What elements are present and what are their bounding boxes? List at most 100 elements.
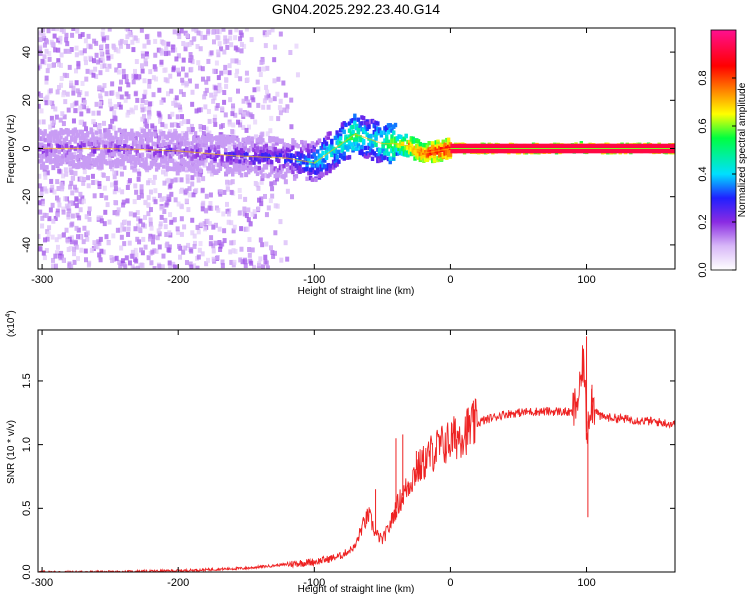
ridge-pixel: [215, 141, 219, 146]
ridge-pixel: [285, 168, 290, 174]
noise-pixel: [97, 125, 102, 131]
ridge-pixel: [425, 144, 430, 149]
noise-pixel: [190, 230, 195, 236]
ridge-pixel: [142, 129, 146, 134]
ridge-pixel: [269, 150, 274, 156]
ridge-pixel: [278, 139, 283, 145]
ridge-pixel: [372, 123, 376, 129]
ridge-pixel: [151, 153, 155, 158]
ridge-pixel: [315, 149, 320, 154]
ridge-pixel: [121, 131, 125, 137]
ridge-pixel: [197, 161, 201, 167]
ridge-pixel: [142, 164, 146, 169]
ridge-pixel: [446, 137, 451, 142]
noise-pixel: [115, 227, 120, 233]
noise-pixel: [58, 255, 63, 261]
noise-pixel: [54, 114, 59, 120]
noise-pixel: [58, 117, 63, 123]
noise-pixel: [55, 28, 60, 32]
noise-pixel: [140, 98, 145, 104]
ridge-pixel: [128, 155, 132, 160]
noise-pixel: [185, 42, 190, 48]
noise-pixel: [157, 244, 162, 250]
ridge-pixel: [93, 136, 97, 142]
ridge-pixel: [213, 169, 217, 174]
noise-pixel: [113, 180, 118, 186]
ridge-pixel: [70, 145, 74, 150]
noise-pixel: [174, 95, 179, 101]
ridge-pixel: [48, 131, 53, 136]
ridge-pixel: [231, 138, 235, 143]
ridge-pixel: [264, 165, 269, 170]
ridge-pixel: [144, 165, 148, 171]
ridge-pixel: [124, 138, 129, 143]
ridge-pixel: [183, 138, 187, 143]
ridge-pixel: [330, 143, 334, 148]
ridge-pixel: [386, 130, 391, 135]
ridge-pixel: [441, 153, 446, 159]
noise-pixel: [126, 82, 131, 88]
noise-pixel: [156, 110, 161, 116]
noise-pixel: [113, 186, 118, 192]
noise-pixel: [189, 66, 194, 72]
noise-pixel: [243, 196, 248, 202]
noise-pixel: [219, 124, 224, 130]
noise-pixel: [211, 256, 216, 262]
ridge-pixel: [409, 146, 414, 152]
ridge-pixel: [360, 150, 364, 156]
ridge-pixel: [202, 136, 207, 141]
noise-pixel: [227, 121, 232, 127]
noise-pixel: [192, 243, 197, 249]
ridge-pixel: [245, 137, 249, 142]
ridge-pixel: [183, 133, 187, 138]
noise-pixel: [134, 59, 139, 65]
ridge-pixel: [432, 158, 437, 163]
noise-pixel: [110, 182, 115, 188]
ridge-pixel: [179, 159, 184, 164]
noise-pixel: [71, 118, 76, 124]
ridge-pixel: [275, 136, 279, 142]
ridge-pixel: [117, 152, 122, 157]
noise-pixel: [51, 62, 56, 68]
noise-pixel: [252, 87, 257, 93]
ridge-pixel: [50, 130, 54, 135]
ridge-pixel: [356, 143, 361, 148]
ridge-pixel: [370, 143, 375, 148]
noise-pixel: [121, 199, 126, 205]
noise-pixel: [189, 248, 194, 254]
ridge-pixel: [70, 130, 74, 135]
noise-pixel: [45, 94, 50, 100]
noise-pixel: [72, 152, 77, 158]
noise-pixel: [153, 188, 158, 194]
noise-pixel: [40, 201, 45, 207]
noise-pixel: [146, 211, 151, 217]
noise-pixel: [39, 153, 44, 159]
noise-pixel: [196, 254, 201, 260]
noise-pixel: [106, 52, 111, 58]
noise-pixel: [213, 222, 218, 228]
snr-ylabel: SNR (10 * v/v): [6, 420, 17, 484]
ridge-pixel: [200, 135, 205, 140]
noise-pixel: [56, 197, 61, 203]
ridge-pixel: [346, 155, 350, 160]
noise-pixel: [121, 202, 126, 208]
colorbar-tick-label: 0.6: [697, 118, 709, 133]
noise-pixel: [84, 214, 89, 220]
ridge-pixel: [358, 135, 362, 140]
ridge-pixel: [54, 129, 58, 135]
noise-pixel: [67, 142, 72, 148]
noise-pixel: [242, 211, 247, 217]
noise-pixel: [65, 91, 70, 97]
noise-pixel: [257, 197, 262, 203]
noise-pixel: [169, 219, 174, 225]
ridge-pixel: [269, 162, 274, 167]
noise-pixel: [77, 215, 82, 221]
noise-pixel: [235, 47, 240, 53]
ridge-pixel: [243, 146, 247, 151]
ridge-pixel: [193, 159, 198, 164]
noise-pixel: [136, 176, 141, 182]
noise-pixel: [185, 178, 190, 184]
noise-pixel: [222, 99, 227, 105]
ridge-pixel: [177, 133, 182, 138]
noise-pixel: [43, 171, 48, 177]
